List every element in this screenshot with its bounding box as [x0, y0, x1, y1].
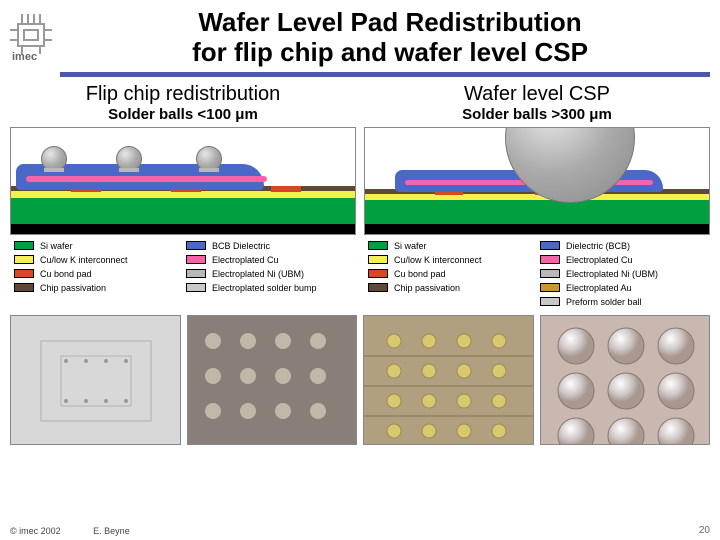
footer: © imec 2002 E. Beyne: [10, 526, 160, 536]
legend-label: Cu/low K interconnect: [40, 255, 180, 265]
cross-section-layer: [26, 176, 267, 182]
right-legend: Si wafer Dielectric (BCB) Cu/low K interco…: [364, 235, 710, 311]
legend-label: Electroplated Cu: [566, 255, 706, 265]
title-line2: for flip chip and wafer level CSP: [192, 37, 588, 67]
right-column: Wafer level CSP Solder balls >300 μm Si …: [364, 83, 710, 311]
right-subtitle: Solder balls >300 μm: [364, 106, 710, 123]
legend-label: Electroplated Ni (UBM): [566, 269, 706, 279]
svg-text:imec: imec: [12, 51, 37, 61]
cross-section-layer: [11, 224, 355, 235]
legend-label: Cu bond pad: [394, 269, 534, 279]
title-line1: Wafer Level Pad Redistribution: [198, 7, 581, 37]
sem-photo-1: [10, 315, 181, 445]
cross-section-layer: [199, 168, 219, 172]
legend-swatch: [368, 255, 388, 264]
legend-label: BCB Dielectric: [212, 241, 352, 251]
right-diagram: [364, 127, 710, 235]
left-subtitle: Solder balls <100 μm: [10, 106, 356, 123]
left-title: Flip chip redistribution: [10, 83, 356, 106]
legend-swatch: [14, 241, 34, 250]
cross-section-layer: [11, 191, 355, 198]
cross-section-layer: [271, 186, 301, 192]
slide-title: Wafer Level Pad Redistribution for flip …: [0, 0, 720, 72]
legend-swatch: [540, 255, 560, 264]
legend-swatch: [540, 297, 560, 306]
legend-swatch: [14, 283, 34, 292]
photo-row: [0, 311, 720, 445]
legend-label: Cu bond pad: [40, 269, 180, 279]
legend-swatch: [186, 255, 206, 264]
cross-section-layer: [119, 168, 139, 172]
legend-swatch: [368, 269, 388, 278]
left-diagram: [10, 127, 356, 235]
page-number: 20: [699, 525, 710, 536]
legend-label: Dielectric (BCB): [566, 241, 706, 251]
legend-swatch: [14, 269, 34, 278]
legend-label: Cu/low K interconnect: [394, 255, 534, 265]
legend-swatch: [368, 297, 388, 306]
left-column: Flip chip redistribution Solder balls <1…: [10, 83, 356, 311]
cross-section-layer: [365, 224, 709, 235]
cross-section-layer: [11, 198, 355, 224]
copyright: © imec 2002: [10, 526, 61, 536]
cross-section-layer: [44, 168, 64, 172]
legend-swatch: [540, 283, 560, 292]
legend-swatch: [540, 241, 560, 250]
columns: Flip chip redistribution Solder balls <1…: [0, 83, 720, 311]
legend-label: Chip passivation: [40, 283, 180, 293]
legend-swatch: [368, 241, 388, 250]
legend-label: Si wafer: [40, 241, 180, 251]
legend-swatch: [186, 283, 206, 292]
legend-swatch: [368, 283, 388, 292]
legend-label: Electroplated Ni (UBM): [212, 269, 352, 279]
sem-photo-2: [187, 315, 358, 445]
legend-label: Electroplated Cu: [212, 255, 352, 265]
legend-label: Si wafer: [394, 241, 534, 251]
imec-logo: imec: [6, 6, 56, 61]
legend-swatch: [540, 269, 560, 278]
legend-swatch: [186, 241, 206, 250]
legend-label: Electroplated solder bump: [212, 283, 352, 293]
legend-label: Preform solder ball: [566, 297, 706, 307]
cross-section-layer: [365, 200, 709, 224]
legend-swatch: [14, 255, 34, 264]
title-underline: [60, 72, 710, 77]
legend-label: Chip passivation: [394, 283, 534, 293]
optical-photo-2: [540, 315, 711, 445]
legend-swatch: [186, 269, 206, 278]
right-title: Wafer level CSP: [364, 83, 710, 106]
optical-photo-1: [363, 315, 534, 445]
left-legend: Si wafer BCB Dielectric Cu/low K interconn…: [10, 235, 356, 297]
legend-label: Electroplated Au: [566, 283, 706, 293]
author: E. Beyne: [93, 526, 130, 536]
